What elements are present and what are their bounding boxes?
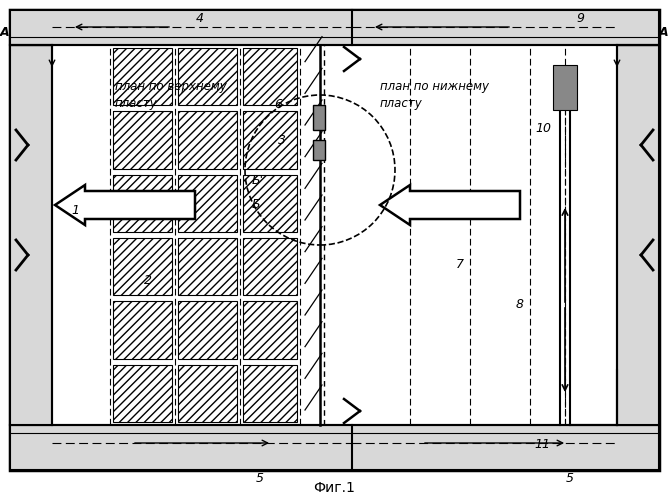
Text: 8: 8	[516, 298, 524, 312]
Text: 3: 3	[278, 134, 286, 146]
Bar	[243, 302, 297, 358]
Bar	[113, 112, 172, 168]
Bar	[178, 238, 237, 296]
Bar	[178, 174, 237, 232]
Bar	[10, 425, 659, 470]
Bar	[313, 140, 325, 160]
Bar	[178, 302, 237, 358]
Bar	[113, 364, 172, 422]
Text: 5: 5	[256, 472, 264, 484]
Bar	[10, 10, 659, 45]
Bar	[113, 364, 172, 422]
Text: 7: 7	[456, 258, 464, 272]
Bar	[178, 112, 237, 168]
Bar	[113, 302, 172, 358]
Text: 2: 2	[144, 274, 152, 286]
Bar	[113, 238, 172, 296]
Text: 1: 1	[71, 204, 79, 216]
Bar	[243, 48, 297, 106]
FancyArrow shape	[55, 185, 195, 225]
Text: 10: 10	[535, 122, 551, 134]
Text: А: А	[0, 26, 10, 40]
Text: план по нижнему
пласту: план по нижнему пласту	[380, 80, 489, 110]
Bar	[553, 65, 577, 110]
Bar	[243, 112, 297, 168]
Bar	[113, 48, 172, 106]
Text: 11: 11	[534, 438, 550, 452]
Bar	[113, 174, 172, 232]
Bar	[243, 238, 297, 296]
Bar	[243, 364, 297, 422]
Bar	[113, 48, 172, 106]
Text: Фиг.1: Фиг.1	[314, 481, 355, 495]
Bar	[243, 174, 297, 232]
Bar	[178, 364, 237, 422]
Bar	[113, 112, 172, 168]
Bar	[113, 238, 172, 296]
Bar	[113, 174, 172, 232]
Text: А: А	[659, 26, 669, 40]
Text: Б': Б'	[252, 174, 264, 186]
Text: Б: Б	[252, 198, 261, 211]
Bar	[178, 364, 237, 422]
Bar	[178, 112, 237, 168]
Text: план по верхнему
пласту: план по верхнему пласту	[115, 80, 227, 110]
Bar	[243, 112, 297, 168]
Bar	[243, 48, 297, 106]
Bar	[313, 105, 325, 130]
Text: 6: 6	[274, 98, 282, 112]
Bar	[113, 302, 172, 358]
Bar	[178, 48, 237, 106]
Bar	[243, 302, 297, 358]
Bar	[617, 45, 659, 425]
Bar	[243, 174, 297, 232]
Bar	[178, 238, 237, 296]
FancyArrow shape	[380, 185, 520, 225]
Bar	[178, 302, 237, 358]
Bar	[10, 45, 52, 425]
Bar	[178, 174, 237, 232]
Bar	[243, 238, 297, 296]
Bar	[178, 48, 237, 106]
Text: 9: 9	[576, 12, 584, 24]
Text: 4: 4	[196, 12, 204, 24]
Bar	[243, 364, 297, 422]
Text: 5: 5	[566, 472, 574, 484]
